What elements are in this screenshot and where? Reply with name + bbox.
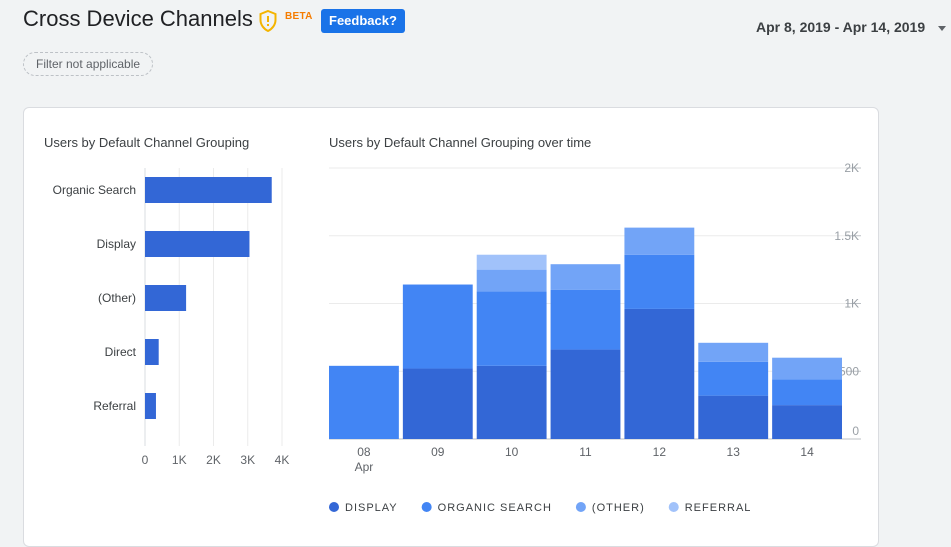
- stacked-bar-segment: [772, 379, 842, 406]
- channel-bar-chart-title: Users by Default Channel Grouping: [44, 135, 250, 150]
- shield-icon: [259, 10, 277, 32]
- page-header: Cross Device Channels BETA Feedback? Apr…: [0, 0, 951, 100]
- legend-label: REFERRAL: [685, 502, 752, 514]
- page-title: Cross Device Channels: [23, 6, 253, 31]
- x-tick-label: 12: [653, 445, 667, 459]
- stacked-bar-segment: [698, 342, 769, 362]
- y-tick-label: 0: [852, 424, 859, 438]
- stacked-bar-segment: [624, 254, 695, 309]
- x-tick-label: 10: [505, 445, 519, 459]
- date-range-picker[interactable]: Apr 8, 2019 - Apr 14, 2019: [756, 19, 926, 35]
- stacked-bar-segment: [476, 254, 547, 270]
- y-tick-label: 1K: [844, 297, 859, 311]
- channel-bar: [145, 177, 272, 203]
- legend-label: (OTHER): [592, 502, 645, 514]
- x-tick-sublabel: Apr: [355, 460, 374, 474]
- stacked-bar-segment: [402, 368, 473, 439]
- category-label: Organic Search: [53, 183, 136, 197]
- x-tick-label: 4K: [275, 453, 290, 467]
- stacked-bar-segment: [772, 357, 842, 380]
- stacked-bar-segment: [476, 365, 547, 439]
- legend-label: ORGANIC SEARCH: [438, 502, 552, 514]
- caret-down-icon[interactable]: [938, 26, 946, 31]
- stacked-bar-segment: [476, 291, 547, 366]
- beta-badge: BETA: [285, 11, 313, 22]
- legend-label: DISPLAY: [345, 502, 398, 514]
- x-tick-label: 3K: [240, 453, 255, 467]
- stacked-bar-segment: [698, 361, 769, 396]
- x-tick-label: 08: [357, 445, 371, 459]
- legend-swatch: [575, 502, 586, 512]
- channel-bar: [145, 231, 250, 257]
- x-tick-label: 0: [142, 453, 149, 467]
- x-tick-label: 14: [800, 445, 814, 459]
- legend-swatch: [329, 502, 339, 512]
- stacked-bar-segment: [624, 227, 695, 255]
- channel-bar: [145, 285, 187, 311]
- x-tick-label: 2K: [206, 453, 221, 467]
- x-tick-label: 13: [727, 445, 741, 459]
- stacked-bar-segment: [402, 284, 473, 369]
- x-tick-label: 11: [579, 445, 592, 459]
- charts-card: Users by Default Channel Grouping Users …: [23, 107, 879, 547]
- stacked-bar-segment: [772, 405, 842, 439]
- stacked-bar-segment: [476, 269, 547, 292]
- stacked-bar-segment: [624, 308, 695, 439]
- filter-chip: Filter not applicable: [23, 52, 154, 76]
- category-label: Direct: [105, 345, 137, 359]
- stacked-bar-segment: [550, 289, 621, 350]
- category-label: Referral: [93, 399, 136, 413]
- channel-time-chart-title: Users by Default Channel Grouping over t…: [329, 135, 592, 150]
- x-tick-label: 1K: [172, 453, 187, 467]
- channel-bar: [145, 339, 159, 365]
- x-tick-label: 09: [431, 445, 445, 459]
- legend-swatch: [421, 502, 432, 512]
- channel-bar-chart: 0 1K 2K 3K 4K Organic Search Display (Other) Dir…: [53, 168, 290, 467]
- category-label: Display: [97, 237, 136, 251]
- channel-bar: [145, 393, 156, 419]
- y-tick-label: 500: [839, 364, 859, 378]
- y-tick-label: 1.5K: [834, 229, 859, 243]
- y-tick-label: 2K: [844, 161, 859, 175]
- feedback-button[interactable]: Feedback?: [321, 9, 405, 33]
- stacked-bar-segment: [698, 395, 769, 439]
- category-label: (Other): [98, 291, 136, 305]
- stacked-bar-segment: [550, 349, 621, 439]
- stacked-bar-segment: [329, 365, 399, 439]
- legend-swatch: [668, 502, 679, 512]
- stacked-bar-segment: [550, 264, 621, 290]
